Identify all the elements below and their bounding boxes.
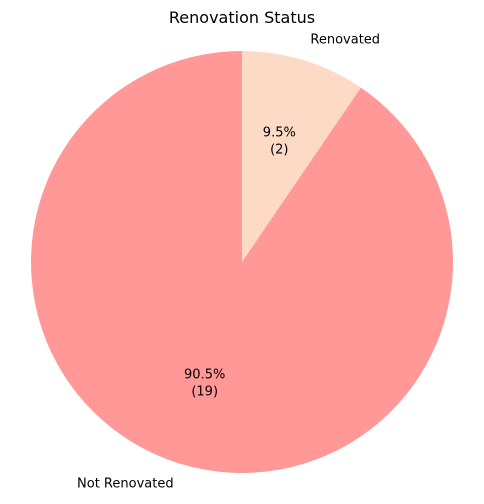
chart-title: Renovation Status [169, 8, 315, 27]
category-label-renovated: Renovated [310, 33, 380, 48]
pie-slice-renovated [242, 51, 361, 262]
pie-labels: Renovated 9.5% (2) Not Renovated 90.5% (19) [77, 33, 380, 492]
category-label-not-renovated: Not Renovated [77, 476, 174, 491]
pie-slices [31, 51, 454, 473]
percent-label-not-renovated: 90.5% [184, 367, 225, 382]
percent-label-renovated: 9.5% [263, 126, 296, 141]
pie-slice-not-renovated [31, 51, 454, 473]
count-label-not-renovated: (19) [191, 384, 218, 399]
count-label-renovated: (2) [270, 143, 288, 158]
